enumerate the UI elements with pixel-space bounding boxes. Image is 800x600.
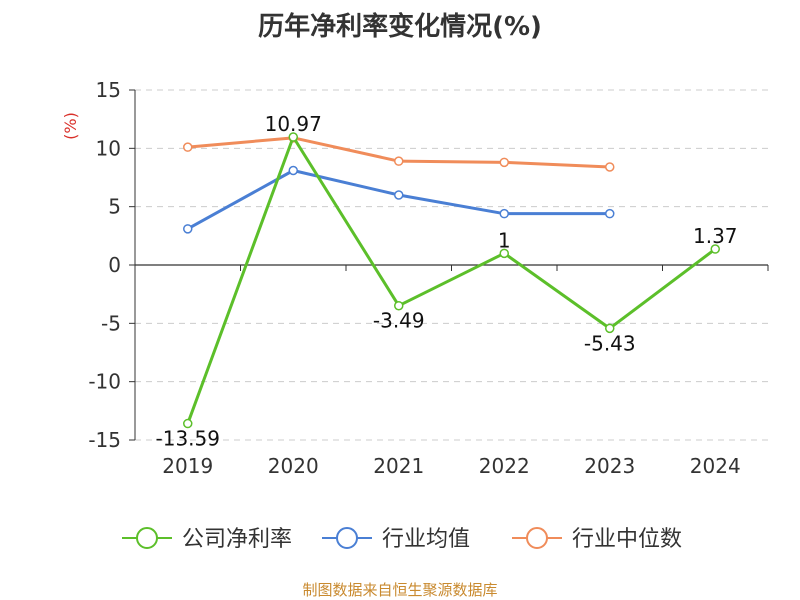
data-label: 1: [498, 228, 511, 252]
y-tick-label: 15: [96, 78, 121, 102]
data-point: [605, 162, 615, 172]
series-line: [186, 135, 717, 425]
data-label: 1.37: [693, 224, 738, 248]
data-point: [394, 156, 404, 166]
data-point: [499, 157, 509, 168]
data-label: 10.97: [265, 112, 322, 136]
legend-item[interactable]: 行业中位数: [512, 527, 682, 552]
data-point: [394, 300, 404, 311]
legend-circle-icon: [526, 527, 548, 549]
series-lines: [183, 132, 720, 429]
legend-label: 行业均值: [382, 527, 470, 552]
legend-label: 行业中位数: [572, 527, 682, 552]
legend-item[interactable]: 公司净利率: [122, 527, 292, 552]
data-point: [183, 224, 193, 234]
data-label: -3.49: [373, 309, 425, 333]
data-point: [499, 208, 509, 219]
data-point: [288, 132, 298, 142]
data-point: [605, 323, 615, 334]
data-labels: -13.59 10.97 -3.49 1 -5.43 1.37: [156, 112, 738, 451]
data-point: [499, 248, 509, 259]
data-point: [183, 142, 193, 152]
y-tick-label: 5: [108, 195, 121, 219]
data-point: [605, 208, 615, 219]
legend-circle-icon: [136, 527, 158, 549]
x-tick-label: 2022: [479, 454, 530, 478]
legend-label: 公司净利率: [182, 527, 292, 552]
data-point: [183, 418, 193, 429]
x-tick-label: 2020: [268, 454, 319, 478]
data-label: -13.59: [156, 427, 220, 451]
x-tick-label: 2023: [584, 454, 635, 478]
y-axis-unit: (%): [61, 112, 80, 140]
y-tick-label: -10: [88, 370, 121, 394]
y-tick-label: 10: [96, 136, 121, 160]
data-point: [288, 165, 298, 176]
data-label: -5.43: [584, 331, 636, 355]
legend-item[interactable]: 行业均值: [322, 527, 470, 552]
y-tick-label: 0: [108, 253, 121, 277]
data-point: [394, 190, 404, 200]
source-note: 制图数据来自恒生聚源数据库: [302, 581, 497, 599]
x-tick-label: 2024: [690, 454, 741, 478]
legend[interactable]: 公司净利率 行业均值 行业中位数: [122, 527, 682, 552]
x-tick-label: 2019: [162, 454, 213, 478]
legend-circle-icon: [336, 527, 358, 549]
y-tick-label: -15: [88, 428, 121, 452]
chart-title: 历年净利率变化情况(%): [258, 11, 542, 42]
axes: 15 10 5 0 -5 -10 -15 2019 2020 2021 2022 2023 2024: [88, 78, 769, 478]
x-tick-label: 2021: [373, 454, 424, 478]
y-tick-label: -5: [101, 311, 121, 335]
data-point: [710, 244, 720, 254]
